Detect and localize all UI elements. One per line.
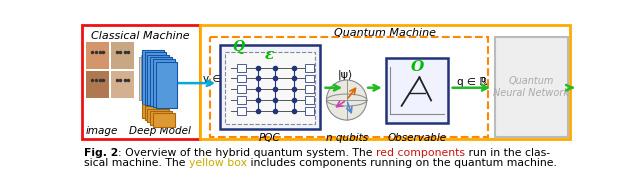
Text: Classical Machine: Classical Machine [91,31,190,41]
Text: n: n [481,75,486,84]
Bar [237,64,246,72]
Text: yellow box: yellow box [189,158,247,168]
Bar [139,57,141,100]
Text: O: O [410,60,424,74]
Bar [386,58,448,123]
Bar [153,59,175,107]
Bar [220,45,320,129]
Bar [111,42,134,69]
Bar [142,50,164,104]
Text: Quantum
Neural Network: Quantum Neural Network [493,76,569,98]
Bar [145,52,166,105]
Bar [305,75,314,82]
Text: PQC: PQC [259,133,281,143]
Bar [237,96,246,104]
Text: sical machine. The: sical machine. The [84,158,189,168]
Bar [150,57,172,106]
Bar [305,85,314,93]
Text: q ∈ ℝ: q ∈ ℝ [458,77,488,87]
Text: image: image [86,126,118,136]
Text: run in the clas-: run in the clas- [465,148,550,158]
Text: red components: red components [376,148,465,158]
Bar [143,54,145,100]
Bar [200,25,570,139]
Bar [305,64,314,72]
Text: Q: Q [232,40,244,54]
Bar [210,37,488,137]
Text: Fig. 2: Fig. 2 [84,148,118,158]
Bar [305,96,314,104]
Bar [86,71,109,98]
Bar [86,42,109,69]
Text: n qubits: n qubits [326,133,367,143]
Bar [153,113,175,127]
Bar [111,71,134,98]
Bar [225,52,315,124]
Text: : Overview of the hybrid quantum system. The: : Overview of the hybrid quantum system.… [118,148,376,158]
Bar [145,106,166,120]
Text: Observable: Observable [388,133,447,143]
Text: d: d [227,72,231,81]
Circle shape [326,80,367,120]
Text: ε: ε [264,48,274,62]
Bar [150,111,172,125]
Text: Quantum Machine: Quantum Machine [333,28,436,38]
Bar [142,104,164,118]
Bar [305,107,314,115]
Bar [147,108,169,122]
Text: includes components running on the quantum machine.: includes components running on the quant… [247,158,557,168]
Bar [237,107,246,115]
Bar [237,75,246,82]
Bar [237,85,246,93]
Bar [147,55,169,105]
Bar [156,62,177,108]
Text: |ψ⟩: |ψ⟩ [337,69,353,80]
Bar [141,55,143,100]
Text: v ∈ ℝ: v ∈ ℝ [204,74,233,84]
Text: Deep Model: Deep Model [129,126,191,136]
Bar [81,25,200,139]
Bar [495,37,568,137]
